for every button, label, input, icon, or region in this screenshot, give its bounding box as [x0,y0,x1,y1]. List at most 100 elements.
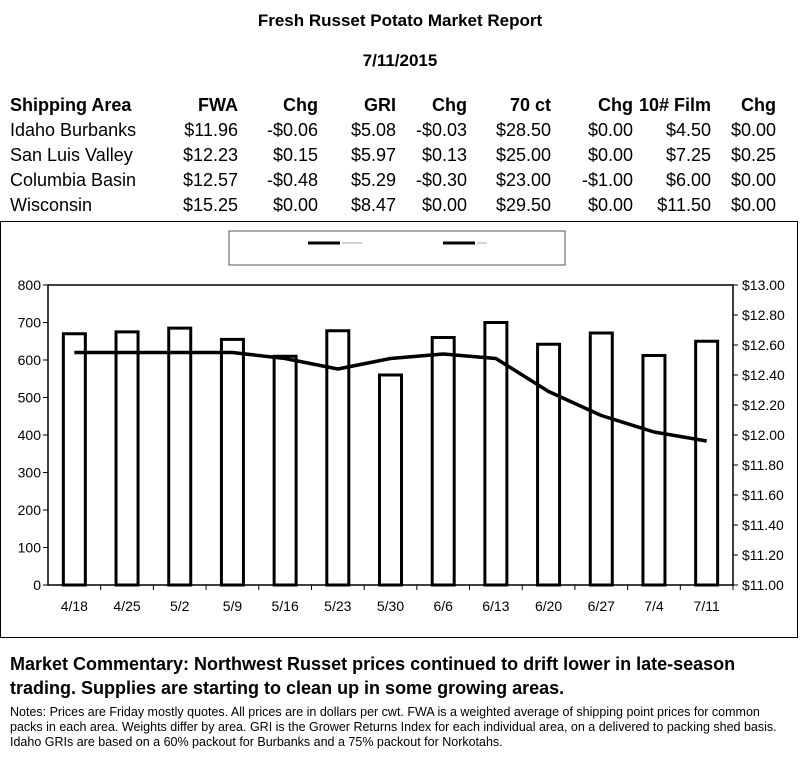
header-10lb-film: 10# Film [638,95,711,115]
combo-chart: 0 100 200 300 400 500 600 700 800 $11.00 $11.20 $11… [18,230,785,614]
table-cell: $0.00 [587,145,633,165]
table-cell: $11.96 [184,120,238,140]
left-axis-tick-label: 0 [33,577,41,593]
left-axis-tick-label: 400 [18,427,42,443]
right-axis-tick-label: $11.80 [742,457,784,473]
left-axis-tick-label: 500 [18,390,42,406]
right-axis-tick-label: $12.40 [742,367,785,383]
table-cell: $0.00 [272,195,318,215]
x-axis-tick-label: 5/23 [324,598,351,614]
table-cell: $5.08 [350,120,396,140]
table-cell: $0.00 [730,120,776,140]
x-axis-tick-label: 5/9 [223,598,243,614]
chart-bar [378,373,403,587]
legend-box [228,230,566,266]
left-axis-tick-label: 700 [18,315,42,331]
chart-bar [694,339,720,587]
x-axis-tick-label: 6/20 [535,598,562,614]
x-axis-tick-label: 6/6 [433,598,453,614]
left-axis-tick-label: 800 [18,277,42,293]
header-shipping-area: Shipping Area [10,95,132,115]
right-axis-tick-label: $11.20 [742,547,784,563]
table-cell: -$0.03 [415,120,467,140]
notes-text: Notes: Prices are Friday mostly quotes. … [10,705,777,749]
table-row: San Luis Valley $12.23 $0.15 $5.97 $0.13… [10,143,776,168]
table-cell: $29.50 [495,195,551,215]
chart-bar [536,342,562,587]
chart-bar [588,331,614,587]
left-axis-tick-label: 200 [18,502,42,518]
chart-bar [325,329,351,587]
table-cell: $0.13 [421,145,467,165]
table-cell: $5.97 [350,145,396,165]
table-cell: -$0.48 [266,170,318,190]
header-film-chg: Chg [741,95,776,115]
right-axis-tick-label: $12.60 [742,337,785,353]
table-cell: San Luis Valley [10,145,133,165]
right-axis-tick-label: $13.00 [742,277,785,293]
table-cell: $15.25 [182,195,238,215]
table-cell: -$0.30 [415,170,467,190]
x-axis-tick-label: 6/27 [588,598,615,614]
right-axis-tick-label: $12.00 [742,427,785,443]
right-axis-tick-label: $11.00 [742,577,784,593]
chart-bar [483,321,509,587]
table-row: Columbia Basin $12.57 -$0.48 $5.29 -$0.3… [10,168,776,193]
market-commentary: Market Commentary: Northwest Russet pric… [10,654,736,698]
table-cell: Idaho Burbanks [10,120,137,140]
chart-bar [219,337,245,587]
chart-bar [272,354,298,587]
table-cell: Columbia Basin [10,170,137,190]
left-axis-tick-label: 600 [18,352,42,368]
table-cell: $0.00 [730,170,776,190]
header-fwa: FWA [198,95,238,115]
chart-bar [641,354,667,587]
table-cell: -$1.00 [581,170,633,190]
table-cell: $0.25 [730,145,776,165]
table-row: Idaho Burbanks $11.96 -$0.06 $5.08 -$0.0… [10,118,776,143]
table-cell: $0.00 [587,195,633,215]
header-fwa-chg: Chg [283,95,318,115]
chart-bar [114,330,140,587]
table-cell: $11.50 [657,195,711,215]
right-axis-tick-label: $12.20 [742,397,785,413]
report-title: Fresh Russet Potato Market Report [257,11,543,30]
x-axis-tick-label: 7/4 [644,598,664,614]
price-table-header-row: Shipping Area FWA Chg GRI Chg 70 ct Chg … [10,93,776,118]
x-axis-tick-label: 5/16 [271,598,298,614]
table-cell: $0.15 [272,145,318,165]
table-cell: $8.47 [350,195,396,215]
header-gri: GRI [363,95,396,115]
table-cell: $0.00 [587,120,633,140]
table-cell: $4.50 [665,120,711,140]
left-axis-tick-label: 100 [18,540,42,556]
x-axis-tick-label: 6/13 [482,598,509,614]
table-row: Wisconsin $15.25 $0.00 $8.47 $0.00 $29.5… [10,193,776,218]
table-cell: $0.00 [730,195,776,215]
chart-bar [167,326,193,587]
x-axis-tick-label: 4/18 [61,598,88,614]
x-axis-tick-label: 5/30 [377,598,404,614]
table-cell: $7.25 [665,145,711,165]
table-cell: $12.57 [182,170,238,190]
report-date: 7/11/2015 [362,51,438,70]
header-70ct-chg: Chg [598,95,633,115]
fwa-trend-line [74,350,707,443]
table-cell: $0.00 [421,195,467,215]
chart-bar [430,336,456,587]
table-cell: $12.23 [182,145,238,165]
x-axis-tick-label: 5/2 [170,598,190,614]
table-cell: $23.00 [495,170,551,190]
right-axis-tick-label: $11.60 [742,487,784,503]
right-axis-tick-label: $11.40 [742,517,784,533]
table-cell: -$0.06 [266,120,318,140]
price-table: Shipping Area FWA Chg GRI Chg 70 ct Chg … [10,93,776,218]
header-gri-chg: Chg [432,95,467,115]
x-axis-tick-label: 4/25 [113,598,140,614]
table-cell: Wisconsin [10,195,93,215]
table-cell: $28.50 [495,120,551,140]
chart-legend [228,230,566,266]
chart-bar [61,332,87,587]
header-70ct: 70 ct [509,95,551,115]
table-cell: $25.00 [495,145,551,165]
